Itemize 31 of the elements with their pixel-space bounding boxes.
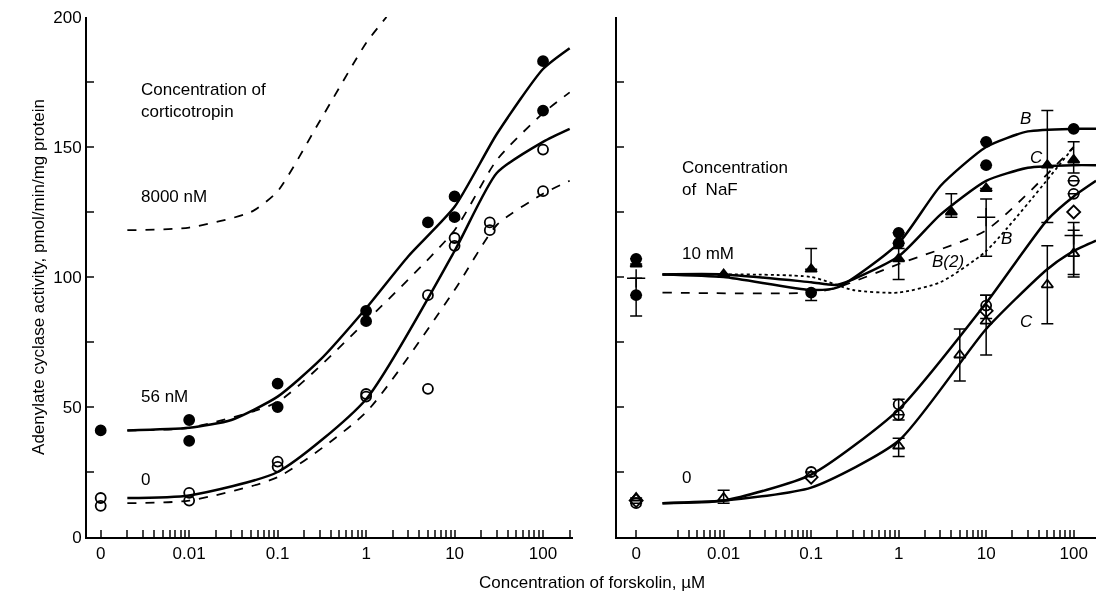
y-tick-label: 150 (53, 137, 82, 157)
x-tick-label: 1 (893, 544, 904, 564)
x-tick-label: 10 (976, 544, 996, 564)
x-tick-label: 0.01 (172, 544, 206, 564)
y-tick-label: 200 (53, 7, 82, 27)
x-tick-label: 100 (1059, 544, 1088, 564)
annotation: 0 (682, 468, 692, 487)
annotation: 56 nM (141, 387, 189, 406)
y-axis-title: Adenylate cyclase activity, pmol/min/mg protein (29, 99, 49, 455)
x-tick-label: 1 (361, 544, 371, 564)
x-tick-label: 0.1 (799, 544, 823, 564)
annotation: Concentration of corticotropin (141, 80, 267, 122)
annotation: B (1020, 109, 1032, 128)
annotation: B (1001, 229, 1013, 248)
x-tick-label: 0 (631, 544, 641, 564)
x-tick-label: 0.01 (707, 544, 741, 564)
x-axis-title: Concentration of forskolin, µM (479, 573, 706, 592)
annotation: 0 (141, 470, 151, 489)
annotation: Concentration of NaF (682, 158, 788, 200)
x-tick-label: 10 (445, 544, 465, 564)
y-tick-label: 50 (62, 397, 82, 417)
x-tick-label: 100 (528, 544, 558, 564)
y-tick-label: 0 (72, 527, 82, 547)
annotation: 10 mM (682, 244, 734, 263)
x-tick-label: 0.1 (265, 544, 290, 564)
annotation: 8000 nM (141, 187, 208, 206)
annotation: B(2) (932, 252, 965, 271)
x-tick-label: 0 (95, 544, 106, 564)
y-tick-label: 100 (53, 267, 82, 287)
annotation: C (1020, 312, 1033, 331)
annotation: C (1030, 148, 1043, 167)
